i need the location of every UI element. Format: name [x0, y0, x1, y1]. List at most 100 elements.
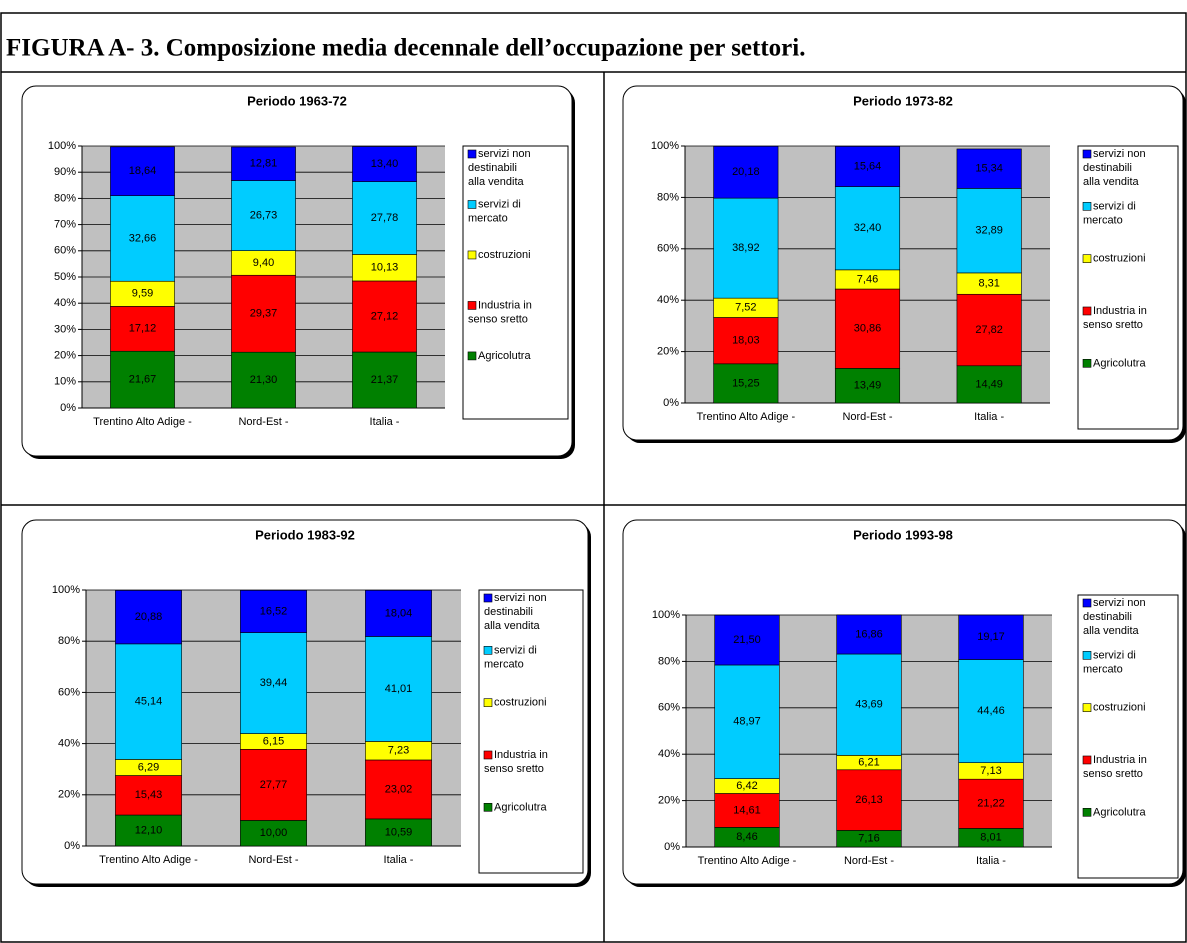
legend-swatch	[483, 750, 493, 760]
x-tick-label: Trentino Alto Adige -	[698, 855, 797, 867]
bar-segment	[115, 814, 182, 847]
bar-segment	[713, 363, 779, 404]
value-label: 18,04	[385, 607, 413, 619]
value-label: 30,86	[854, 323, 882, 335]
y-tick-label: 0%	[664, 841, 680, 853]
bar-segment	[110, 306, 175, 352]
value-label: 16,52	[260, 605, 288, 617]
bar-segment	[834, 288, 901, 369]
y-tick-label: 20%	[54, 350, 76, 362]
legend-label: costruzioni	[494, 697, 547, 709]
bar-segment	[958, 614, 1024, 660]
legend-label: Agricolutra	[1093, 357, 1146, 369]
bar-segment	[110, 146, 175, 196]
legend-label: servizi di mercato	[1083, 200, 1136, 226]
legend	[1077, 594, 1179, 879]
chart: Periodo 1973-82 0% 20% 40% 60% 80% 100% Trentin…	[622, 85, 1186, 443]
y-tick-label: 60%	[58, 686, 80, 698]
value-label: 23,02	[385, 783, 413, 795]
bar-segment	[713, 317, 779, 365]
y-tick-label: 50%	[54, 271, 76, 283]
value-label: 32,89	[975, 225, 1003, 237]
bar-segment	[834, 146, 901, 187]
value-label: 20,88	[135, 611, 163, 623]
y-tick-label: 90%	[54, 166, 76, 178]
y-tick-label: 20%	[658, 795, 680, 807]
legend-label: costruzioni	[1093, 253, 1146, 265]
value-label: 21,30	[250, 374, 278, 386]
legend-label: servizi di mercato	[468, 198, 521, 224]
value-label: 7,46	[857, 273, 878, 285]
value-label: 7,23	[388, 745, 409, 757]
bar-segment	[365, 759, 432, 820]
value-label: 8,46	[736, 831, 757, 843]
chart-title: Periodo 1983-92	[255, 527, 355, 542]
x-tick-label: Nord-Est -	[844, 855, 894, 867]
bar-segment	[240, 749, 307, 821]
bar-segment	[714, 793, 780, 828]
legend-swatch	[483, 698, 493, 707]
value-label: 13,40	[371, 158, 399, 170]
bar-segment	[958, 778, 1024, 829]
y-tick-label: 60%	[657, 243, 679, 255]
bar-segment	[365, 589, 432, 637]
value-label: 15,34	[975, 163, 1003, 175]
legend-swatch	[483, 646, 493, 655]
value-label: 10,13	[371, 262, 399, 274]
chart: Periodo 1983-92 0% 20% 40% 60% 80% 100% Trentin…	[21, 519, 591, 887]
y-tick-label: 100%	[52, 584, 80, 596]
value-label: 48,97	[733, 716, 761, 728]
bar-segment	[352, 146, 417, 182]
value-label: 7,52	[735, 302, 756, 314]
legend-label: Industria in senso sretto	[1083, 754, 1147, 780]
legend-swatch	[1082, 306, 1092, 316]
legend-label: costruzioni	[478, 249, 531, 261]
value-label: 8,01	[980, 832, 1001, 844]
legend-swatch	[1082, 149, 1092, 159]
bar-segment	[836, 653, 902, 756]
legend-swatch	[467, 200, 477, 209]
bar-segment	[714, 614, 780, 666]
value-label: 14,61	[733, 804, 761, 816]
value-label: 9,59	[132, 288, 153, 300]
bar-segment	[834, 186, 901, 271]
legend-label: Agricolutra	[494, 801, 547, 813]
bar-segment	[231, 351, 296, 409]
legend-label: Industria in senso sretto	[468, 299, 532, 325]
x-tick-label: Italia -	[370, 416, 400, 428]
value-label: 38,92	[732, 242, 760, 254]
bar-segment	[115, 643, 182, 760]
value-label: 21,67	[129, 374, 157, 386]
value-label: 21,37	[371, 374, 399, 386]
x-tick-label: Trentino Alto Adige -	[99, 854, 198, 866]
value-label: 8,31	[978, 277, 999, 289]
value-label: 27,78	[371, 212, 399, 224]
legend-label: Agricolutra	[478, 350, 531, 362]
x-tick-label: Italia -	[384, 854, 414, 866]
legend	[1077, 145, 1179, 430]
legend-swatch	[467, 250, 477, 260]
value-label: 39,44	[260, 677, 288, 689]
value-label: 41,01	[385, 683, 413, 695]
legend-label: servizi non destinabili alla vendita	[1083, 148, 1146, 188]
value-label: 7,16	[858, 833, 879, 845]
value-label: 12,81	[250, 158, 278, 170]
chart-title: Periodo 1973-82	[853, 93, 953, 108]
value-label: 15,43	[135, 789, 163, 801]
legend-label: Industria in senso sretto	[484, 749, 548, 775]
value-label: 32,66	[129, 232, 157, 244]
value-label: 44,46	[977, 705, 1005, 717]
value-label: 6,15	[263, 735, 284, 747]
legend-swatch	[483, 593, 493, 603]
bar-segment	[956, 188, 1022, 274]
legend-swatch	[1082, 808, 1092, 817]
y-tick-label: 0%	[663, 397, 679, 409]
value-label: 26,73	[250, 210, 278, 222]
y-tick-label: 20%	[657, 346, 679, 358]
legend-swatch	[1082, 359, 1092, 368]
value-label: 21,50	[733, 634, 761, 646]
value-label: 45,14	[135, 696, 163, 708]
y-tick-label: 40%	[54, 297, 76, 309]
y-tick-label: 80%	[58, 635, 80, 647]
bar-segment	[115, 590, 182, 645]
